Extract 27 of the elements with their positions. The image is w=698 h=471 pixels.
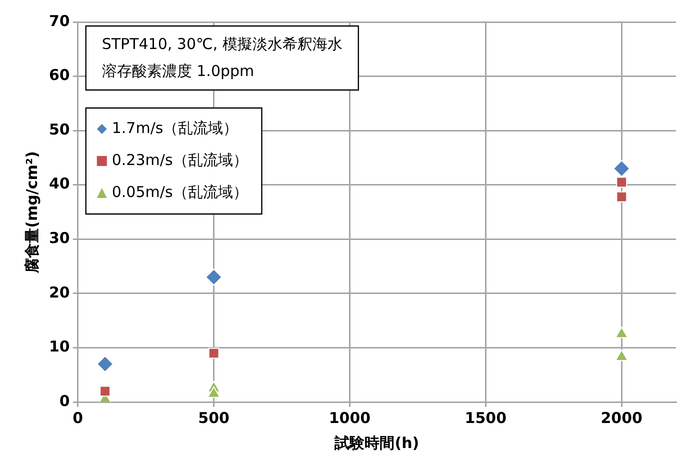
annotation: 溶存酸素濃度 1.0ppm bbox=[102, 62, 254, 80]
point bbox=[615, 326, 628, 338]
y-tick-label: 10 bbox=[49, 338, 70, 356]
y-tick-label: 70 bbox=[49, 12, 70, 30]
point bbox=[207, 386, 220, 398]
x-tick-label: 1500 bbox=[464, 408, 507, 427]
y-tick-label: 20 bbox=[49, 283, 70, 302]
legend-label: 1.7m/s（乱流域） bbox=[112, 118, 238, 137]
x-tick-label: 1000 bbox=[328, 408, 371, 427]
point bbox=[205, 268, 222, 286]
y-tick-label: 30 bbox=[49, 229, 70, 248]
point bbox=[613, 160, 630, 178]
y-tick-label: 50 bbox=[49, 120, 70, 138]
point bbox=[616, 176, 628, 188]
x-tick-label: 500 bbox=[198, 408, 230, 427]
annotation: STPT410, 30℃, 模擬淡水希釈海水 bbox=[102, 34, 342, 53]
point bbox=[615, 349, 628, 361]
x-tick-label: 0 bbox=[72, 408, 84, 427]
x-axis-title: 試験時間(h) bbox=[334, 434, 420, 452]
y-axis-title: 腐食量(mg/cm²) bbox=[22, 151, 41, 274]
point bbox=[616, 191, 628, 202]
y-tick-label: 40 bbox=[49, 174, 70, 193]
legend-label: 0.23m/s（乱流域） bbox=[112, 150, 248, 169]
legend-label: 0.05m/s（乱流域） bbox=[112, 182, 248, 201]
y-tick-label: 60 bbox=[49, 66, 70, 84]
y-tick-label: 0 bbox=[59, 392, 70, 410]
x-tick-label: 2000 bbox=[600, 408, 642, 427]
